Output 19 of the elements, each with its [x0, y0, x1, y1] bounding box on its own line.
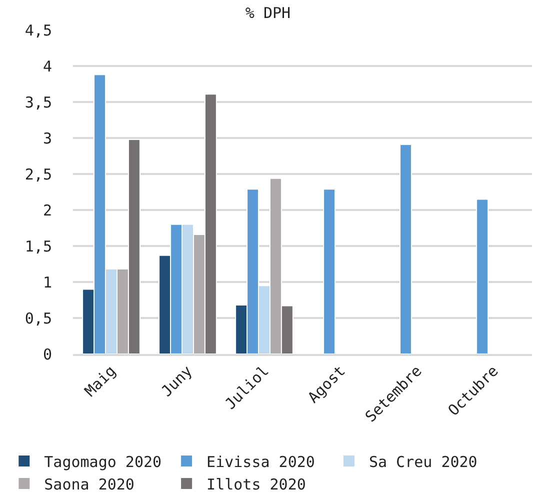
bar	[400, 144, 412, 354]
bar	[323, 188, 336, 354]
y-tick-label: 3	[42, 129, 52, 148]
y-tick-label: 4	[42, 57, 52, 76]
legend-label: Illots 2020	[206, 475, 306, 494]
bar	[476, 198, 489, 354]
y-tick-label: 3,5	[24, 93, 52, 112]
y-tick-label: 0	[42, 345, 52, 364]
legend-label: Eivissa 2020	[206, 452, 315, 471]
y-tick-label: 2,5	[24, 165, 52, 184]
y-tick-label: 2	[42, 201, 52, 220]
legend-label: Saona 2020	[44, 475, 134, 494]
legend-label: Sa Creu 2020	[368, 452, 478, 471]
y-tick-label: 1,5	[24, 237, 52, 256]
chart-title: % DPH	[245, 4, 291, 22]
y-tick-label: 1	[42, 273, 52, 292]
y-tick-label: 4,5	[24, 21, 52, 40]
y-tick-label: 0,5	[24, 309, 52, 328]
legend-label: Tagomago 2020	[44, 452, 162, 471]
